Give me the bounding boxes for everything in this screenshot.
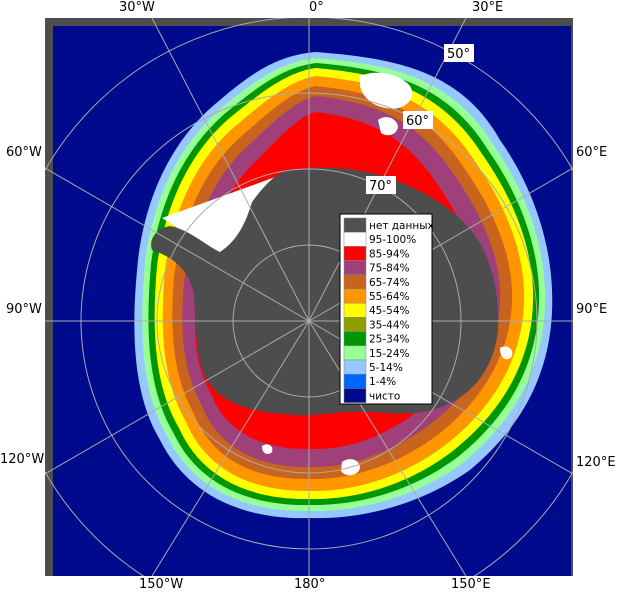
legend-swatch — [343, 388, 367, 403]
legend-swatch — [343, 317, 367, 332]
legend-swatch — [343, 260, 367, 276]
legend-label: 65-74% — [369, 277, 410, 289]
legend-swatch — [343, 288, 367, 304]
lon-label-left-90w: 90°W — [6, 302, 42, 317]
legend-swatch — [343, 345, 367, 361]
latitude-labels: 50° 60° 70° — [366, 44, 474, 194]
legend-label: 95-100% — [369, 234, 416, 246]
legend-label: 85-94% — [369, 248, 410, 260]
latitude-label-60: 60° — [406, 114, 429, 129]
ice-patch-95-100-south-2 — [262, 444, 273, 454]
ice-patch-95-100-north-2 — [378, 117, 398, 136]
lon-label-bottom-150e: 150°E — [451, 577, 491, 592]
latitude-label-50: 50° — [447, 47, 470, 62]
lon-label-top-0: 0° — [309, 0, 324, 15]
lon-label-left-120w: 120°W — [0, 452, 45, 467]
legend-swatch — [343, 217, 367, 233]
lon-label-right-90e: 90°E — [576, 302, 608, 317]
legend-label: 15-24% — [369, 348, 410, 360]
legend-swatch — [343, 246, 367, 261]
legend-swatch — [343, 331, 367, 347]
legend-label: чисто — [369, 390, 400, 402]
legend: нет данных 95-100% 85-94% 75-84% 65-74% 55-64… — [339, 213, 434, 405]
graticule — [45, 18, 573, 576]
legend-label: 5-14% — [369, 362, 403, 374]
lon-label-left-60w: 60°W — [6, 145, 42, 160]
legend-label: 55-64% — [369, 291, 410, 303]
legend-swatch — [343, 274, 367, 290]
lon-label-top-30e: 30°E — [472, 0, 504, 15]
legend-label: нет данных — [369, 220, 434, 232]
legend-label: 1-4% — [369, 376, 396, 388]
lon-label-right-120e: 120°E — [576, 455, 616, 470]
lon-label-bottom-150w: 150°W — [139, 577, 184, 592]
lon-label-top-30w: 30°W — [119, 0, 155, 15]
legend-swatch — [343, 302, 367, 318]
legend-label: 75-84% — [369, 263, 410, 275]
legend-label: 35-44% — [369, 319, 410, 331]
legend-swatch — [343, 359, 367, 375]
lon-label-right-60e: 60°E — [576, 145, 608, 160]
lon-label-bottom-180: 180° — [294, 577, 326, 592]
ice-patch-95-100-east — [500, 346, 513, 360]
legend-swatch — [343, 231, 367, 247]
legend-label: 25-34% — [369, 334, 410, 346]
legend-swatch — [343, 373, 367, 389]
ice-patch-95-100-north — [360, 72, 413, 109]
legend-label: 45-54% — [369, 305, 410, 317]
latitude-label-70: 70° — [369, 179, 392, 194]
